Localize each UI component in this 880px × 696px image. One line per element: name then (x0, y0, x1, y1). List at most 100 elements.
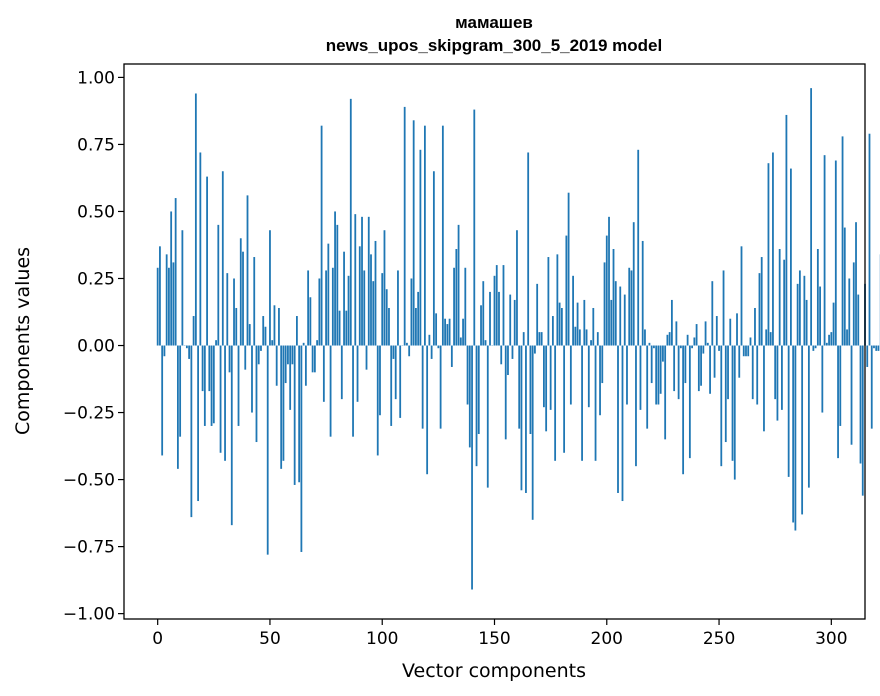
bar (172, 262, 175, 346)
bar (372, 281, 375, 346)
bar (251, 345, 253, 413)
bar (430, 345, 433, 359)
bar (327, 243, 330, 346)
x-tick-label: 200 (591, 629, 623, 649)
bar (293, 345, 296, 485)
bar (336, 224, 339, 346)
bar (188, 345, 191, 359)
bar (455, 249, 458, 346)
bar (664, 345, 667, 440)
bar (677, 345, 680, 400)
bar (426, 345, 429, 475)
y-tick-label: 0.00 (77, 337, 115, 357)
bar (778, 249, 781, 346)
bar (670, 299, 673, 346)
bar (679, 345, 682, 349)
bar (343, 251, 345, 346)
bar (446, 324, 449, 346)
x-tick-label: 250 (703, 629, 735, 649)
bar (235, 307, 238, 346)
bar (313, 345, 316, 373)
bar (239, 238, 242, 346)
bar (803, 275, 806, 346)
bar (412, 120, 415, 346)
bar (423, 125, 426, 346)
x-tick-label: 300 (815, 629, 847, 649)
bar (621, 345, 624, 502)
bar (666, 334, 669, 346)
bar (801, 345, 804, 515)
bar (199, 152, 202, 346)
bar (581, 345, 583, 461)
bar (174, 198, 177, 346)
bar (540, 332, 543, 346)
bar (630, 270, 633, 346)
bar (547, 257, 550, 346)
bar (448, 318, 451, 346)
bar (208, 345, 211, 392)
bar (379, 345, 381, 416)
bar (255, 345, 258, 443)
bar (266, 345, 269, 555)
bar (637, 149, 640, 346)
bar (594, 345, 597, 461)
bar (370, 254, 372, 346)
bar (695, 324, 698, 346)
bar (787, 345, 790, 477)
y-tick-label: 1.00 (77, 68, 115, 88)
bar (408, 345, 411, 357)
bar (794, 345, 797, 531)
bar (441, 125, 444, 346)
bar (453, 267, 455, 346)
bar (868, 133, 871, 346)
bar (500, 345, 503, 365)
bar (738, 345, 741, 378)
bar (347, 275, 350, 346)
bar (504, 345, 507, 440)
bar (718, 345, 720, 351)
bar (821, 345, 824, 413)
bar (363, 270, 366, 346)
bar (711, 281, 714, 346)
bar (619, 286, 622, 346)
bar (480, 305, 482, 346)
bar (585, 329, 588, 346)
bar (675, 321, 678, 346)
bar (852, 262, 855, 346)
bar (340, 345, 343, 400)
bar (403, 106, 406, 346)
bar (190, 345, 193, 518)
bar (518, 345, 521, 429)
plot-frame (123, 63, 866, 620)
bar (855, 222, 857, 346)
bar (435, 313, 438, 346)
bar (275, 345, 278, 386)
bar (489, 291, 491, 346)
bar (819, 286, 821, 346)
bar (693, 337, 696, 346)
bar (877, 345, 880, 351)
bar (466, 345, 469, 405)
x-tick-label: 100 (366, 629, 398, 649)
bar (617, 345, 619, 493)
bar (646, 345, 649, 429)
bar (322, 345, 325, 402)
bar (830, 332, 833, 346)
bar (632, 222, 635, 346)
bar (697, 345, 700, 392)
bar (253, 257, 256, 346)
bar (767, 163, 770, 346)
bar (165, 254, 168, 346)
bar (569, 345, 572, 405)
bar (262, 316, 265, 346)
bar (534, 345, 536, 354)
bar (444, 318, 446, 346)
bar (592, 307, 595, 346)
bar (215, 340, 217, 346)
bar (511, 345, 514, 359)
bar (475, 345, 478, 467)
bar (338, 310, 341, 346)
x-axis-label: Vector components (402, 660, 586, 682)
bar (421, 345, 424, 429)
bar (731, 345, 734, 461)
